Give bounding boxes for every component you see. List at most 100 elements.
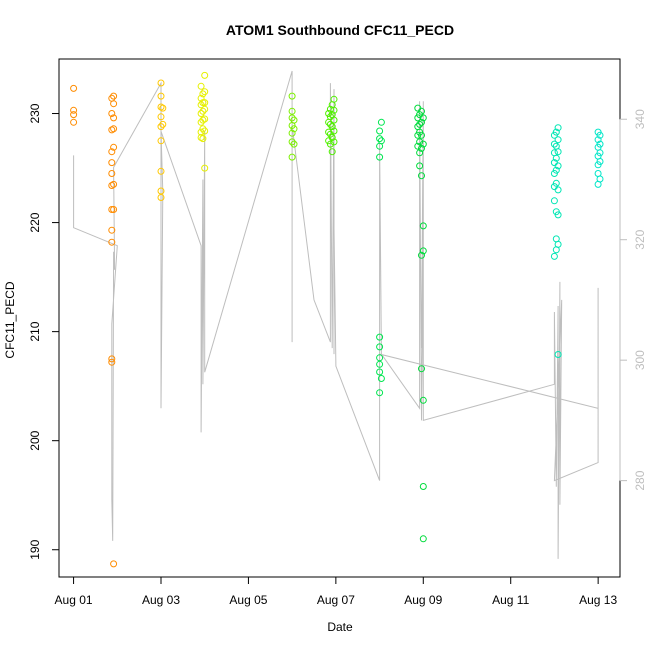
data-point <box>288 138 296 146</box>
data-point <box>157 79 165 87</box>
y-tick-label: 190 <box>28 539 42 559</box>
data-point <box>550 197 558 205</box>
chart-title: ATOM1 Southbound CFC11_PECD <box>226 22 454 38</box>
data-point <box>159 104 167 112</box>
data-point <box>288 129 296 137</box>
y-axis-label: CFC11_PECD <box>3 281 17 358</box>
data-point <box>110 206 118 213</box>
data-point <box>201 88 209 96</box>
data-point <box>330 116 338 124</box>
data-point <box>328 134 336 141</box>
data-point <box>325 110 333 117</box>
data-point <box>197 82 205 90</box>
data-point <box>554 162 562 170</box>
x-tick-label: Aug 11 <box>492 593 529 607</box>
data-point <box>199 116 207 124</box>
data-point <box>596 149 604 157</box>
data-point <box>330 95 338 103</box>
y2-tick-label: 340 <box>633 109 647 129</box>
data-point <box>197 128 205 136</box>
data-point <box>70 106 78 114</box>
data-point <box>108 355 116 363</box>
data-point <box>326 140 334 148</box>
data-point <box>157 92 165 100</box>
y-tick-label: 220 <box>28 212 42 232</box>
x-tick-label: Aug 07 <box>317 593 355 607</box>
data-point <box>554 186 562 194</box>
y-tick-label: 200 <box>28 430 42 450</box>
data-point <box>199 125 207 133</box>
data-point <box>376 135 384 143</box>
data-point <box>288 153 296 161</box>
data-point <box>418 365 425 373</box>
data-point <box>110 180 118 188</box>
data-point <box>554 351 562 358</box>
data-point <box>418 107 425 115</box>
data-point <box>596 175 604 183</box>
data-point <box>419 247 427 255</box>
data-point <box>108 126 116 134</box>
data-point <box>108 182 116 189</box>
x-tick-label: Aug 03 <box>142 593 180 607</box>
data-point <box>416 162 424 170</box>
data-point <box>377 118 385 126</box>
data-point <box>110 560 118 568</box>
data-point <box>418 118 425 126</box>
y2-tick-label: 300 <box>633 350 647 370</box>
data-point <box>197 101 205 109</box>
data-point <box>157 137 165 145</box>
data-point <box>157 194 165 201</box>
data-point <box>596 131 604 139</box>
data-point <box>554 124 562 132</box>
data-point <box>326 120 334 128</box>
data-point <box>197 134 205 141</box>
data-point <box>554 240 562 248</box>
data-point <box>108 238 116 246</box>
data-point <box>290 125 298 133</box>
data-point <box>376 343 384 351</box>
data-point <box>596 140 604 148</box>
x-tick-label: Aug 13 <box>579 593 617 607</box>
y2-tick-label: 320 <box>633 229 647 249</box>
data-point <box>376 153 384 161</box>
data-point <box>70 84 78 92</box>
data-point <box>110 92 118 100</box>
x-tick-label: Aug 09 <box>404 593 442 607</box>
data-point <box>419 222 427 230</box>
data-point <box>550 252 558 260</box>
data-point <box>594 136 602 144</box>
data-point <box>290 116 298 124</box>
data-point <box>328 123 336 131</box>
data-point <box>330 138 338 146</box>
data-point <box>376 333 384 341</box>
data-point <box>110 114 118 122</box>
data-point <box>70 111 78 119</box>
y-tick-label: 210 <box>28 321 42 341</box>
data-point <box>552 128 560 136</box>
data-point <box>199 107 207 115</box>
data-point <box>419 114 427 122</box>
y2-tick-label: 280 <box>633 470 647 490</box>
data-point <box>197 110 205 117</box>
data-point <box>376 360 384 368</box>
data-point <box>199 135 207 143</box>
data-point <box>419 140 427 148</box>
x-axis-label: Date <box>327 620 353 634</box>
x-tick-label: Aug 01 <box>55 593 93 607</box>
data-point <box>157 103 165 111</box>
data-point <box>416 120 424 128</box>
data-point <box>201 105 209 113</box>
data-point <box>288 107 296 115</box>
data-point <box>108 110 116 117</box>
data-point <box>70 118 78 126</box>
data-point <box>110 100 118 108</box>
data-point <box>550 140 558 148</box>
data-point <box>377 137 385 145</box>
data-point <box>288 114 296 122</box>
data-point <box>159 120 167 128</box>
data-point <box>554 211 562 219</box>
data-point <box>328 148 336 156</box>
data-point <box>416 149 424 157</box>
data-point <box>199 90 207 98</box>
